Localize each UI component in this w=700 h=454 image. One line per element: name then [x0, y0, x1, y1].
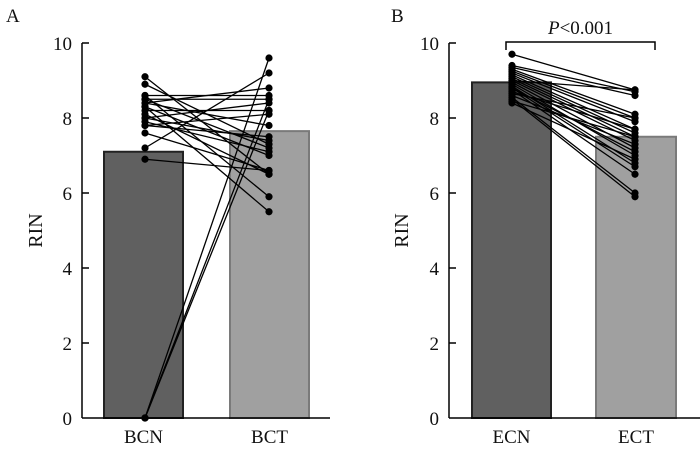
- point-bct: [265, 208, 273, 216]
- panel-label: B: [391, 6, 404, 27]
- paired-line: [511, 68, 636, 115]
- point-bct: [265, 193, 273, 201]
- y-tick-label: 6: [430, 184, 440, 205]
- point-bct: [265, 84, 273, 92]
- point-bcn: [141, 144, 149, 152]
- point-bcn: [141, 73, 149, 81]
- paired-line: [144, 76, 270, 175]
- point-bcn: [141, 91, 149, 100]
- point-ect: [631, 133, 639, 141]
- x-tick-label-bct: BCT: [251, 427, 288, 448]
- panel-label: A: [6, 6, 20, 27]
- point-bcn: [141, 155, 149, 163]
- point-ect: [631, 163, 639, 171]
- point-bcn: [141, 80, 149, 88]
- point-ect: [631, 91, 639, 100]
- paired-line: [511, 96, 636, 194]
- bar-bct: [229, 130, 310, 419]
- bar-ect: [595, 135, 677, 419]
- paired-line: [144, 87, 270, 104]
- paired-line: [144, 117, 270, 142]
- point-bct: [265, 95, 273, 103]
- point-bct: [265, 121, 273, 130]
- p-value-annotation: P<0.001: [547, 18, 613, 39]
- paired-line: [144, 158, 270, 172]
- x-tick-label-bcn: BCN: [124, 427, 163, 448]
- point-bcn: [141, 121, 149, 130]
- x-tick-label-ecn: ECN: [493, 427, 531, 448]
- y-tick-label: 8: [430, 109, 440, 130]
- point-bcn: [141, 99, 149, 107]
- point-bct: [265, 148, 273, 156]
- y-tick-label: 4: [430, 259, 440, 280]
- p-symbol: P: [547, 18, 560, 39]
- x-tick-label-ect: ECT: [618, 427, 654, 448]
- point-ect: [631, 125, 639, 133]
- paired-line: [511, 53, 636, 91]
- y-tick-label: 4: [63, 259, 73, 280]
- point-bct: [265, 106, 273, 115]
- bar-bcn: [103, 150, 184, 419]
- paired-line: [511, 100, 636, 138]
- paired-line: [511, 64, 636, 93]
- paired-line: [511, 81, 636, 149]
- paired-line: [144, 102, 270, 127]
- paired-line: [511, 70, 636, 119]
- paired-line: [511, 98, 636, 198]
- point-bct: [265, 54, 273, 62]
- point-ecn: [508, 99, 516, 107]
- point-ect: [631, 148, 639, 156]
- y-axis-title: RIN: [391, 213, 413, 247]
- point-ect: [631, 86, 639, 94]
- point-bct: [265, 136, 273, 145]
- paired-line: [511, 87, 636, 153]
- point-ecn: [508, 76, 516, 85]
- panel-a: A RIN BCN BCT 0 2 4 6 8 10: [6, 6, 330, 448]
- y-tick-label: 10: [53, 34, 72, 55]
- significance-bracket: [505, 41, 656, 50]
- point-bcn: [141, 414, 149, 422]
- paired-line: [511, 74, 636, 130]
- point-ect: [631, 155, 639, 163]
- point-ect: [631, 114, 639, 122]
- paired-line: [511, 102, 636, 160]
- point-bcn: [141, 114, 149, 122]
- paired-line: [144, 72, 270, 149]
- paired-line: [511, 79, 636, 91]
- y-tick-label: 10: [420, 34, 439, 55]
- bar-ecn: [471, 81, 552, 419]
- paired-line: [511, 87, 636, 168]
- paired-line: [144, 124, 270, 138]
- paired-line: [144, 94, 270, 198]
- point-bct: [265, 166, 273, 175]
- paired-line: [144, 99, 270, 419]
- y-tick-label: 0: [430, 409, 440, 430]
- paired-line: [511, 78, 636, 138]
- y-tick-label: 6: [63, 184, 73, 205]
- point-ecn: [508, 84, 516, 92]
- point-bcn: [141, 129, 149, 137]
- paired-line: [144, 57, 270, 419]
- point-ect: [631, 140, 639, 148]
- y-tick-label: 0: [63, 409, 73, 430]
- point-ecn: [508, 50, 516, 58]
- y-tick-label: 2: [63, 334, 73, 355]
- point-bct: [265, 69, 273, 77]
- y-tick-label: 8: [63, 109, 73, 130]
- point-ect: [631, 193, 639, 201]
- p-value-text: <0.001: [560, 18, 613, 39]
- point-ect: [631, 170, 639, 178]
- paired-line: [144, 110, 270, 419]
- panel-b: B RIN ECN ECT 0 2 4 6 8 10 P<0.001: [391, 6, 700, 448]
- y-tick-label: 2: [430, 334, 440, 355]
- paired-line: [144, 132, 270, 172]
- paired-line: [511, 92, 636, 119]
- paired-line: [511, 66, 636, 97]
- y-axis-title: RIN: [25, 213, 47, 247]
